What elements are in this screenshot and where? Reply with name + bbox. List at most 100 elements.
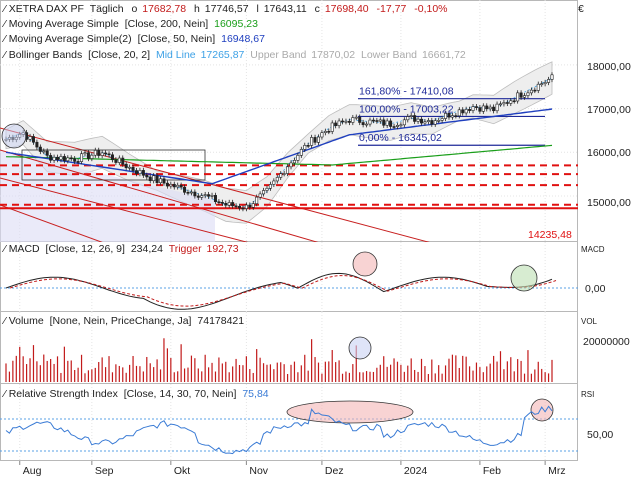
fib-label: 100,00% - 17003,22 <box>359 103 454 115</box>
low-value: 17643,11 <box>264 3 307 15</box>
rsi-highlight-circle <box>530 398 554 422</box>
candle-body <box>550 74 554 80</box>
support-label: 14235,48 <box>528 229 572 241</box>
candle-body <box>371 119 375 122</box>
candle-body <box>62 156 66 162</box>
high-value: 17746,57 <box>205 3 249 15</box>
candle-body <box>200 195 204 198</box>
price-tick: 15000,00 <box>587 197 631 209</box>
volume-bar <box>489 363 491 382</box>
candle-body <box>107 153 111 156</box>
candle-body <box>162 178 166 184</box>
candle-body <box>440 118 444 121</box>
volume-bar <box>300 365 302 382</box>
candle-body <box>183 186 187 193</box>
volume-bar <box>523 373 526 382</box>
fib-label: 161,80% - 17410,08 <box>359 86 454 98</box>
volume-bar <box>314 357 316 382</box>
bollinger-legend[interactable]: ⁄ Bollinger Bands [Close, 20, 2] Mid Lin… <box>1 49 466 61</box>
candle-body <box>509 100 513 104</box>
volume-bar <box>407 365 409 382</box>
toggle-icon[interactable]: ⁄ <box>1 315 8 327</box>
volume-bar <box>98 362 100 382</box>
macd-legend[interactable]: ⁄ MACD [Close, 12, 26, 9] 234,24 Trigger… <box>1 243 239 255</box>
candle-body <box>395 124 399 127</box>
toggle-icon[interactable]: ⁄ <box>1 49 8 61</box>
volume-bar <box>513 371 515 382</box>
toggle-icon[interactable]: ⁄ <box>1 243 8 255</box>
candle-body <box>320 132 324 138</box>
macd-line <box>5 272 553 310</box>
volume-bar <box>153 367 155 382</box>
price-annotations: 161,80% - 17410,08 100,00% - 17003,22 0,00… <box>1 86 572 241</box>
volume-bar <box>87 370 90 382</box>
volume-bar <box>146 356 148 382</box>
toggle-icon[interactable]: ⁄ <box>1 3 8 15</box>
volume-bar <box>249 369 251 382</box>
volume-bar <box>111 372 114 382</box>
candle-body <box>189 191 193 194</box>
candle-body <box>505 102 509 104</box>
volume-bar <box>26 364 28 382</box>
candle-body <box>141 170 145 176</box>
volume-bar <box>173 372 175 382</box>
volume-bar <box>379 364 381 382</box>
candle-body <box>234 205 238 208</box>
toggle-icon[interactable]: ⁄ <box>1 33 8 45</box>
ma50-legend[interactable]: ⁄ Moving Average Simple(2) [Close, 50, N… <box>1 33 265 45</box>
candle-body <box>464 109 468 114</box>
volume-bar <box>290 364 292 382</box>
candle-body <box>114 159 118 163</box>
volume-bar <box>451 354 454 382</box>
candle-body <box>416 118 420 122</box>
candle-body <box>474 106 478 108</box>
candle-body <box>52 156 56 161</box>
volume-bar <box>211 362 213 382</box>
volume-bar <box>324 361 326 382</box>
volume-bar <box>159 369 162 382</box>
rsi-highlight-ellipse <box>286 400 414 424</box>
candle-body <box>45 150 49 156</box>
x-tick-label: Aug <box>23 465 42 477</box>
x-tick-label: Mrz <box>548 465 566 477</box>
candle-body <box>217 201 221 204</box>
x-tick-label: Sep <box>95 465 114 477</box>
channel-fill <box>0 150 215 242</box>
volume-bar <box>321 373 323 382</box>
x-tick-label: Okt <box>174 465 190 477</box>
volume-bar <box>177 371 179 382</box>
price-tick: 17000,00 <box>587 104 631 116</box>
volume-legend[interactable]: ⁄ Volume [None, Nein, PriceChange, Ja] 7… <box>1 315 244 327</box>
macd-lines <box>0 251 578 310</box>
volume-bar <box>170 357 172 382</box>
candle-body <box>110 154 114 161</box>
candle-body <box>327 130 331 133</box>
rsi-legend[interactable]: ⁄ Relative Strength Index [Close, 14, 30… <box>1 388 269 400</box>
candle-body <box>471 106 475 111</box>
volume-bar <box>475 362 478 382</box>
candle-body <box>159 178 163 184</box>
volume-bar <box>386 366 388 382</box>
rsi-axis-tag: RSI <box>581 390 594 399</box>
candle-body <box>402 119 406 126</box>
candle-body <box>227 202 231 206</box>
toggle-icon[interactable]: ⁄ <box>1 388 8 400</box>
volume-bar <box>238 365 241 382</box>
volume-bar <box>67 360 69 382</box>
volume-bar <box>499 351 502 382</box>
volume-bar <box>108 356 110 382</box>
candle-body <box>389 120 393 127</box>
candle-body <box>134 170 138 174</box>
toggle-icon[interactable]: ⁄ <box>1 18 8 30</box>
candle-body <box>258 193 262 198</box>
ma200-legend[interactable]: ⁄ Moving Average Simple [Close, 200, Nei… <box>1 18 258 30</box>
volume-bar <box>183 368 186 382</box>
macd-value: 234,24 <box>131 243 163 255</box>
candle-body <box>231 202 235 207</box>
candle-body <box>423 121 427 124</box>
candle-body <box>224 203 228 206</box>
channel-line <box>0 149 319 242</box>
volume-bar <box>348 372 350 382</box>
candlesticks <box>4 72 554 212</box>
volume-bar <box>43 354 45 382</box>
